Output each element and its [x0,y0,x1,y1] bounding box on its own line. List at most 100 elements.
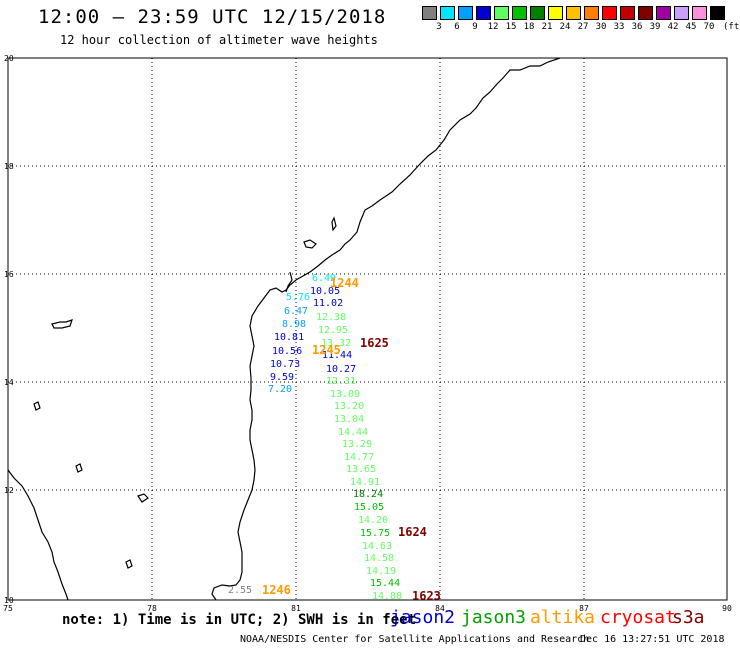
island-e [125,559,133,569]
legend-label: 45 [685,22,697,32]
wave-height-value: 14.77 [344,452,374,463]
island-a [51,319,73,329]
wave-height-value: 9.59 [270,372,294,383]
wave-height-value: 14.19 [366,566,396,577]
wave-height-value: 13.20 [334,401,364,412]
island-c [75,463,83,473]
wave-height-value: 12.38 [316,312,346,323]
satellite-label: s3a [672,607,705,628]
legend-swatch [548,6,563,20]
coastline [7,57,561,601]
lon-tick-label: 90 [722,604,732,613]
wave-height-value: 15.44 [370,578,400,589]
wave-height-value: 14.20 [358,515,388,526]
island-north [331,216,337,232]
legend-swatch [602,6,617,20]
wave-height-value: 7.20 [268,384,292,395]
wave-height-value: 13.29 [342,439,372,450]
wave-height-value: 10.27 [326,364,356,375]
legend-swatch [620,6,635,20]
generated-timestamp: Dec 16 13:27:51 UTC 2018 [580,634,725,645]
legend-label: 18 [523,22,535,32]
legend-swatch [458,6,473,20]
wave-height-value: 13.09 [330,389,360,400]
east-coast-india [211,57,561,601]
lon-tick-label: 75 [3,604,13,613]
wave-height-value: 15.05 [354,502,384,513]
pass-time-label: 1623 [412,589,441,603]
page-subtitle: 12 hour collection of altimeter wave hei… [60,33,378,47]
legend-label: 12 [487,22,499,32]
satellite-label: altika [530,607,596,628]
wave-height-value: 5.76 [286,292,310,303]
legend-swatch [512,6,527,20]
river-delta [303,239,317,249]
satellite-label: cryosat [600,607,676,628]
lon-tick-label: 84 [435,604,445,613]
pass-time-label: 1244 [330,276,359,290]
wave-height-value: 11.44 [322,350,352,361]
map-frame [7,57,728,601]
axis-tick-labels: 75 78 81 84 87 90 20 18 16 14 12 10 [3,54,732,613]
wave-height-value: 12.95 [318,325,348,336]
lat-tick-label: 10 [4,596,14,605]
legend-label: 42 [667,22,679,32]
lon-tick-label: 87 [579,604,589,613]
legend-swatch [692,6,707,20]
wave-height-value: 14.58 [364,553,394,564]
west-coast [7,469,69,601]
satellite-label: jason3 [461,607,527,628]
cape-detail [285,271,293,293]
wave-height-value: 14.63 [362,541,392,552]
legend-label: 27 [577,22,589,32]
legend-swatch [494,6,509,20]
wave-height-value: 12.31 [326,376,356,387]
legend-label: 30 [595,22,607,32]
legend-swatch [566,6,581,20]
lat-tick-label: 14 [4,378,14,387]
legend-label: 9 [472,22,478,32]
wave-height-value: 15.75 [360,528,390,539]
satellite-label: jason2 [390,607,456,628]
wave-height-value: 13.32 [321,338,351,349]
wave-height-value: 6.49 [312,273,336,284]
legend-swatch [656,6,671,20]
island-b [33,401,41,411]
legend-swatch [674,6,689,20]
wave-height-value: 13.04 [334,414,364,425]
lat-tick-label: 18 [4,162,14,171]
wave-height-value: 10.05 [310,286,340,297]
lon-tick-label: 78 [147,604,157,613]
legend-label: 15 [505,22,517,32]
legend-label: 36 [631,22,643,32]
wave-height-value: 10.73 [270,359,300,370]
legend-unit: (ft) [723,22,740,32]
legend-label: 6 [454,22,460,32]
legend-swatch [584,6,599,20]
wave-height-value: 6.47 [284,306,308,317]
wave-height-value: 10.56 [272,346,302,357]
lat-tick-label: 12 [4,486,14,495]
legend-swatch [422,6,437,20]
legend-label: 24 [559,22,571,32]
pass-time-labels: 1244 1245 1625 1624 1246 1623 [262,276,441,603]
pass-time-label: 1625 [360,336,389,350]
wave-height-value: 14.91 [350,477,380,488]
legend-swatch [638,6,653,20]
wave-height-value: 14.44 [338,427,368,438]
lon-tick-label: 81 [291,604,301,613]
island-d [137,493,149,503]
legend-swatch [710,6,725,20]
wave-height-value: 2.55 [228,585,252,596]
legend-label: 21 [541,22,553,32]
pass-time-label: 1245 [312,343,341,357]
lat-tick-label: 20 [4,54,14,63]
wave-height-value: 8.98 [282,319,306,330]
pass-time-label: 1246 [262,583,291,597]
legend-label: 3 [436,22,442,32]
wave-height-value: 13.65 [346,464,376,475]
legend-label: 39 [649,22,661,32]
wave-height-value: 11.02 [313,298,343,309]
